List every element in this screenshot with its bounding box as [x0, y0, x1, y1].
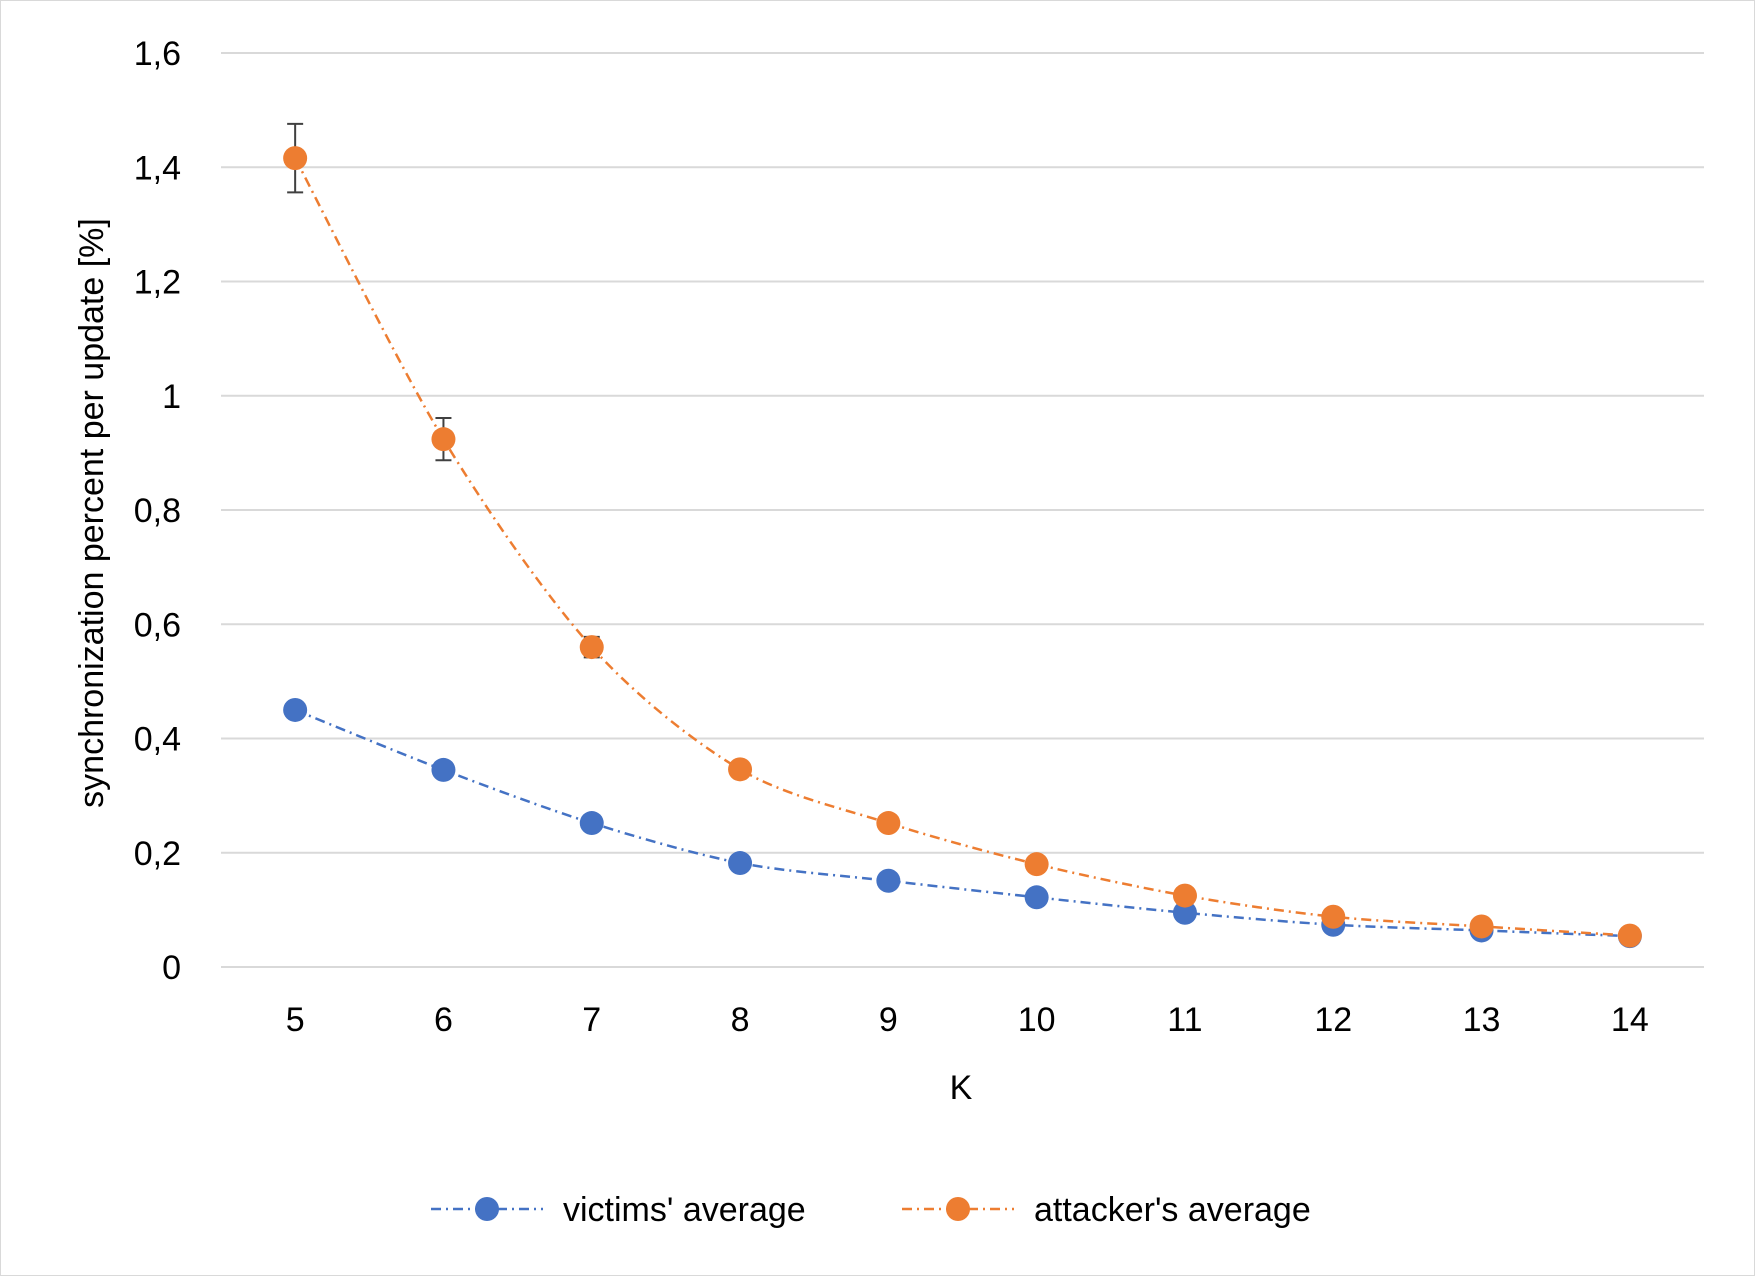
- data-point: [1024, 852, 1049, 877]
- y-tick-label: 1,4: [134, 149, 181, 187]
- y-tick-label: 1: [162, 378, 181, 416]
- y-tick-label: 1,6: [134, 35, 181, 73]
- y-tick-label: 0,6: [134, 606, 181, 644]
- data-point: [579, 811, 604, 836]
- data-point: [728, 757, 753, 782]
- data-point: [1321, 904, 1346, 929]
- data-point: [579, 635, 604, 660]
- y-tick-label: 1,2: [134, 264, 181, 302]
- x-tick-label: 7: [582, 1001, 601, 1039]
- data-point: [283, 697, 308, 722]
- axes: 0 0,2 0,4 0,6 0,8 1 1,2 1,4 1,6 5 6 7 8 9 10 11 12 13 14: [134, 35, 1649, 1039]
- series-victims-average: [283, 697, 1642, 949]
- series-line: [294, 157, 1630, 937]
- legend-item-attackers-average: attacker's average: [902, 1191, 1311, 1229]
- legend: victims' average attacker's average: [431, 1191, 1311, 1229]
- data-point: [283, 146, 308, 171]
- y-tick-label: 0,8: [134, 492, 181, 530]
- data-point: [1172, 900, 1197, 925]
- x-tick-label: 13: [1463, 1001, 1501, 1039]
- data-point: [1469, 914, 1494, 939]
- x-tick-label: 9: [879, 1001, 898, 1039]
- data-point: [1024, 885, 1049, 910]
- data-point: [1172, 883, 1197, 908]
- x-tick-label: 8: [731, 1001, 750, 1039]
- data-point: [728, 851, 753, 876]
- x-tick-label: 14: [1611, 1001, 1649, 1039]
- data-point: [431, 757, 456, 782]
- legend-marker: [475, 1197, 499, 1221]
- y-tick-label: 0: [162, 949, 181, 987]
- y-tick-label: 0,2: [134, 835, 181, 873]
- gridlines: [221, 52, 1704, 968]
- x-tick-label: 5: [286, 1001, 305, 1039]
- x-tick-label: 11: [1167, 1001, 1202, 1039]
- data-point: [876, 811, 901, 836]
- data-point: [876, 868, 901, 893]
- series-line: [294, 708, 1630, 938]
- data-point: [1617, 923, 1642, 948]
- legend-label: attacker's average: [1034, 1191, 1311, 1229]
- x-tick-label: 6: [434, 1001, 453, 1039]
- legend-label: victims' average: [563, 1191, 806, 1229]
- series-attackers-average: [283, 122, 1642, 948]
- legend-marker: [946, 1197, 970, 1221]
- y-axis-title: synchronization percent per update [%]: [73, 218, 111, 808]
- x-tick-label: 10: [1018, 1001, 1056, 1039]
- series: [283, 122, 1642, 949]
- y-tick-label: 0,4: [134, 721, 181, 759]
- data-point: [431, 427, 456, 452]
- x-tick-label: 12: [1314, 1001, 1352, 1039]
- legend-item-victims-average: victims' average: [431, 1191, 806, 1229]
- x-axis-title: K: [950, 1069, 973, 1107]
